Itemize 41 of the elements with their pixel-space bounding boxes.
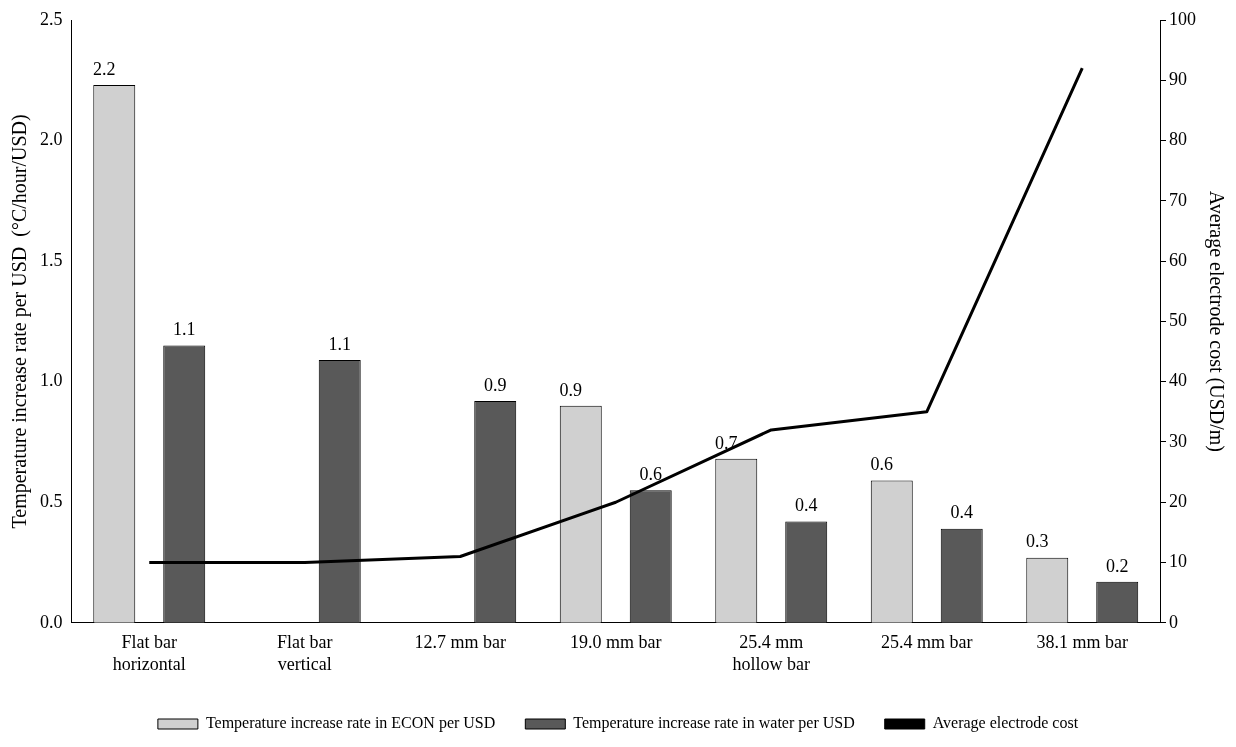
x-tick-label: 19.0 mm bar bbox=[570, 632, 662, 653]
y2-tick-label: 80 bbox=[1169, 129, 1187, 150]
data-label: 0.3 bbox=[1026, 531, 1049, 552]
y2-tick-label: 10 bbox=[1169, 551, 1187, 572]
data-label: 0.9 bbox=[559, 379, 583, 400]
y-axis-title: Temperature increase rate per USD (°C/hour/USD) bbox=[8, 114, 32, 529]
y2-tick-label: 30 bbox=[1169, 430, 1187, 451]
data-label: 0.6 bbox=[639, 463, 662, 484]
y-tick-label: 0.0 bbox=[40, 611, 63, 632]
x-tick-label: 25.4 mm hollow bar bbox=[732, 632, 810, 674]
y2-tick-label: 60 bbox=[1169, 249, 1187, 270]
x-tick-label: 12.7 mm bar bbox=[414, 632, 506, 653]
data-label: 2.2 bbox=[93, 58, 116, 79]
y-tick-label: 2.5 bbox=[40, 8, 63, 29]
data-label: 0.4 bbox=[794, 495, 818, 516]
y-tick-label: 1.5 bbox=[40, 249, 63, 270]
y2-tick-label: 40 bbox=[1169, 370, 1187, 391]
y2-tick-label: 50 bbox=[1169, 310, 1187, 331]
data-label: 1.1 bbox=[328, 333, 351, 354]
x-tick-label: 38.1 mm bar bbox=[1036, 632, 1128, 653]
data-label: 0.4 bbox=[950, 502, 973, 523]
y-tick-label: 1.0 bbox=[40, 370, 63, 391]
y2-tick-label: 20 bbox=[1169, 490, 1187, 511]
data-label: 0.6 bbox=[870, 454, 894, 475]
y-tick-label: 2.0 bbox=[40, 129, 63, 150]
y2-tick-label: 70 bbox=[1169, 189, 1187, 210]
y2-tick-label: 0 bbox=[1169, 611, 1178, 632]
data-label: 0.2 bbox=[1105, 555, 1129, 576]
data-label: 0.7 bbox=[715, 432, 738, 453]
x-tick-label: Flat bar vertical bbox=[277, 632, 333, 674]
legend-label: Temperature increase rate in water per USD bbox=[573, 714, 855, 733]
legend-label: Average electrode cost bbox=[932, 714, 1079, 733]
y-tick-label: 0.5 bbox=[40, 490, 63, 511]
legend-label: Temperature increase rate in ECON per USD bbox=[205, 714, 496, 733]
x-tick-label: 25.4 mm bar bbox=[881, 632, 973, 653]
y2-tick-label: 100 bbox=[1169, 8, 1196, 29]
y2-axis-title: Average electrode cost (USD/m) bbox=[1204, 190, 1228, 452]
data-label: 0.9 bbox=[483, 374, 507, 395]
y2-tick-label: 90 bbox=[1169, 69, 1187, 90]
x-tick-label: Flat bar horizontal bbox=[112, 632, 186, 674]
data-label: 1.1 bbox=[172, 319, 196, 340]
